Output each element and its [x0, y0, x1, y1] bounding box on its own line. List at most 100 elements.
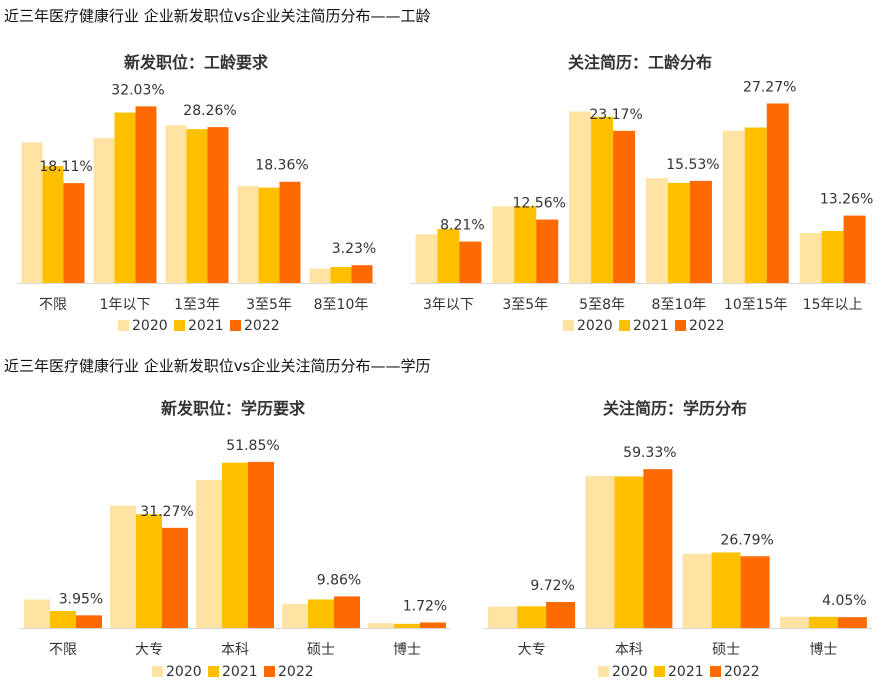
- edu-jobs-tick-4: 博士: [393, 641, 421, 658]
- exp-jobs-bar-2021-4: [330, 267, 352, 283]
- edu-jobs-data-label-2: 51.85%: [226, 438, 279, 454]
- edu-resumes-bar-2021-1: [614, 476, 644, 628]
- edu-jobs-legend-label-2022: 2022: [278, 664, 314, 680]
- exp-jobs-bar-2020-2: [165, 125, 187, 284]
- exp-resumes-bar-2021-5: [821, 230, 844, 283]
- exp-resumes-bar-2022-3: [689, 180, 712, 283]
- exp-resumes-tick-3: 8至10年: [652, 297, 707, 313]
- exp-resumes-tick-2: 5至8年: [579, 297, 625, 313]
- exp-resumes-data-label-2: 23.17%: [589, 107, 642, 123]
- edu-resumes-legend-swatch-2022: [710, 666, 721, 677]
- exp-jobs-legend-label-2022: 2022: [244, 318, 280, 334]
- edu-jobs-data-label-1: 31.27%: [140, 504, 193, 520]
- edu-resumes-bar-2022-0: [546, 601, 576, 628]
- exp-jobs-bar-2020-4: [309, 268, 331, 283]
- edu-jobs-bar-2021-4: [394, 623, 420, 628]
- exp-resumes-bar-2022-2: [613, 130, 636, 283]
- edu-jobs-title: 新发职位：学历要求: [161, 399, 306, 418]
- exp-jobs-tick-1: 1年以下: [100, 297, 151, 313]
- edu-resumes-tick-0: 大专: [518, 642, 546, 658]
- exp-resumes-bar-2022-0: [459, 241, 482, 283]
- edu-jobs-tick-2: 本科: [221, 642, 249, 658]
- exp-resumes-bar-2020-2: [569, 111, 592, 283]
- edu-jobs-legend-label-2021: 2021: [222, 664, 258, 680]
- exp-resumes-legend-swatch-2021: [619, 320, 630, 331]
- edu-jobs-bar-2022-2: [248, 461, 274, 628]
- edu-jobs-data-label-0: 3.95%: [59, 591, 103, 607]
- section-title-education: 近三年医疗健康行业 企业新发职位vs企业关注简历分布——学历: [4, 357, 431, 375]
- edu-resumes-data-label-2: 26.79%: [720, 532, 773, 548]
- edu-jobs-data-label-3: 9.86%: [317, 572, 361, 588]
- exp-resumes-bar-2022-5: [843, 215, 866, 283]
- exp-resumes-legend-label-2020: 2020: [577, 318, 613, 334]
- edu-resumes-bar-2022-3: [837, 617, 867, 628]
- edu-jobs-bar-2021-0: [50, 611, 76, 628]
- exp-resumes-data-label-4: 27.27%: [743, 79, 796, 95]
- exp-jobs-bar-2021-3: [258, 187, 280, 283]
- edu-resumes-data-label-1: 59.33%: [623, 445, 676, 461]
- exp-jobs-bar-2020-1: [93, 137, 115, 283]
- exp-jobs-bar-2021-2: [186, 129, 208, 283]
- edu-resumes-bar-2021-0: [517, 606, 547, 628]
- edu-resumes-bar-2022-2: [740, 556, 770, 628]
- exp-jobs-bar-2020-3: [237, 185, 259, 283]
- edu-resumes-tick-1: 本科: [615, 642, 643, 658]
- exp-resumes-bar-2021-4: [744, 127, 767, 283]
- exp-jobs-tick-3: 3至5年: [246, 297, 292, 313]
- exp-jobs-tick-2: 1至3年: [174, 297, 220, 313]
- exp-resumes-legend-swatch-2022: [675, 320, 686, 331]
- exp-jobs-title: 新发职位：工龄要求: [124, 53, 269, 72]
- edu-jobs-bar-2020-0: [24, 599, 50, 628]
- exp-resumes-data-label-3: 15.53%: [666, 157, 719, 173]
- edu-jobs-bar-2020-1: [110, 505, 136, 628]
- exp-resumes-bar-2021-0: [437, 228, 460, 283]
- edu-jobs-bar-2022-1: [162, 527, 188, 628]
- exp-jobs-legend-swatch-2020: [118, 320, 129, 331]
- edu-resumes-bar-2020-2: [682, 553, 712, 628]
- exp-resumes-bar-2020-1: [492, 206, 515, 283]
- exp-resumes-bar-2021-3: [667, 182, 690, 283]
- exp-jobs-data-label-0: 18.11%: [39, 159, 92, 175]
- edu-jobs-bar-2021-1: [136, 514, 162, 628]
- edu-jobs-bar-2020-2: [196, 479, 222, 628]
- exp-jobs-bar-2021-1: [114, 112, 136, 283]
- edu-jobs-legend-swatch-2021: [208, 666, 219, 677]
- edu-resumes-tick-3: 博士: [809, 641, 837, 658]
- edu-jobs-tick-0: 不限: [49, 642, 77, 658]
- exp-jobs-data-label-3: 18.36%: [255, 158, 308, 174]
- edu-resumes-legend-swatch-2021: [654, 666, 665, 677]
- edu-jobs-bar-2022-3: [334, 596, 360, 628]
- edu-resumes-data-label-0: 9.72%: [530, 578, 574, 594]
- edu-resumes-title: 关注简历：学历分布: [603, 399, 747, 418]
- edu-jobs-legend-swatch-2022: [264, 666, 275, 677]
- exp-jobs-data-label-2: 28.26%: [183, 103, 236, 119]
- exp-resumes-tick-0: 3年以下: [423, 297, 474, 313]
- exp-jobs-data-label-4: 3.23%: [332, 241, 376, 257]
- exp-jobs-bar-2022-3: [279, 181, 301, 283]
- edu-jobs-bar-2021-3: [308, 599, 334, 628]
- exp-resumes-legend-label-2022: 2022: [689, 318, 725, 334]
- edu-jobs-bar-2022-4: [420, 622, 446, 628]
- exp-resumes-bar-2020-4: [722, 130, 745, 283]
- exp-resumes-bar-2020-3: [645, 178, 668, 283]
- edu-resumes-legend-label-2020: 2020: [612, 664, 648, 680]
- exp-jobs-legend-label-2020: 2020: [132, 318, 168, 334]
- exp-resumes-bar-2022-1: [536, 219, 559, 283]
- edu-resumes-bar-2020-0: [488, 606, 518, 628]
- edu-resumes-bar-2021-2: [711, 552, 741, 628]
- exp-resumes-tick-4: 10至15年: [724, 297, 788, 313]
- edu-resumes-legend-label-2022: 2022: [724, 664, 760, 680]
- edu-resumes-tick-2: 硕士: [712, 642, 740, 658]
- exp-jobs-tick-4: 8至10年: [314, 297, 369, 313]
- edu-jobs-bar-2020-3: [282, 603, 308, 628]
- exp-jobs-bar-2021-0: [42, 166, 64, 283]
- exp-resumes-bar-2020-5: [799, 232, 822, 283]
- exp-resumes-bar-2021-2: [591, 116, 614, 283]
- edu-jobs-bar-2020-4: [368, 623, 394, 628]
- exp-jobs-tick-0: 不限: [39, 297, 67, 313]
- exp-resumes-bar-2022-4: [766, 103, 789, 283]
- exp-jobs-bar-2020-0: [21, 142, 43, 283]
- edu-jobs-legend-label-2020: 2020: [166, 664, 202, 680]
- section-title-experience: 近三年医疗健康行业 企业新发职位vs企业关注简历分布——工龄: [4, 7, 431, 25]
